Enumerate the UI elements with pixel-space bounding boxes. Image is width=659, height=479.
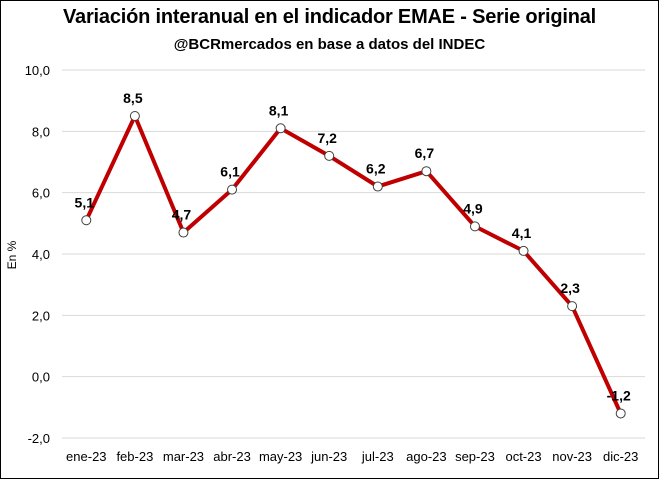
data-point (567, 301, 578, 312)
y-tick-label: 8,0 (32, 124, 50, 139)
data-point (421, 166, 432, 177)
data-label: 7,2 (317, 130, 337, 146)
data-point (81, 215, 92, 226)
chart-title: Variación interanual en el indicador EMA… (63, 6, 596, 28)
data-point (275, 123, 286, 134)
data-label: 6,2 (366, 161, 386, 177)
series-points (81, 111, 626, 419)
x-tick-label: may-23 (259, 449, 302, 464)
x-tick-label: mar-23 (163, 449, 204, 464)
x-tick-label: sep-23 (455, 449, 495, 464)
data-point (518, 245, 529, 256)
data-point (227, 184, 238, 195)
chart-subtitle: @BCRmercados en base a datos del INDEC (173, 36, 486, 53)
x-tick-label: abr-23 (213, 449, 251, 464)
data-point (469, 221, 480, 232)
gridlines (62, 69, 645, 439)
data-labels: 5,1 8,5 4,7 6,1 8,1 7,2 6,2 6,7 4,9 4,1 2,3 -1,2 (75, 90, 631, 403)
data-point (129, 111, 140, 121)
x-tick-label: oct-23 (505, 449, 541, 464)
y-tick-label: 2,0 (32, 308, 50, 323)
series-polyline (84, 114, 623, 415)
data-point (372, 181, 383, 192)
y-tick-label: 6,0 (32, 186, 50, 201)
x-tick-label: dic-23 (603, 449, 638, 464)
data-point (324, 150, 335, 161)
series-line (84, 114, 623, 415)
x-tick-label: nov-23 (552, 449, 592, 464)
x-axis-ticks: ene-23 feb-23 mar-23 abr-23 may-23 jun-23 jul-… (66, 449, 638, 464)
data-label: 6,7 (415, 145, 435, 161)
data-point (615, 408, 626, 419)
x-tick-label: feb-23 (116, 449, 153, 464)
data-label: 8,1 (269, 102, 289, 118)
x-tick-label: ene-23 (66, 449, 106, 464)
y-axis-ticks: -2,0 0,0 2,0 4,0 6,0 8,0 10,0 (25, 63, 50, 446)
x-tick-label: ago-23 (406, 449, 446, 464)
y-tick-label: 0,0 (32, 370, 50, 385)
data-label: 4,9 (463, 200, 483, 216)
data-point (178, 227, 189, 238)
data-label: 5,1 (75, 194, 95, 210)
data-label: 8,5 (123, 90, 143, 106)
x-tick-label: jul-23 (361, 449, 394, 464)
data-label: 6,1 (220, 164, 240, 180)
data-label: 4,7 (172, 207, 192, 223)
data-label: 4,1 (512, 225, 532, 241)
y-tick-label: 4,0 (32, 247, 50, 262)
data-label: 2,3 (560, 280, 580, 296)
y-tick-label: 10,0 (25, 63, 50, 78)
data-label: -1,2 (607, 387, 631, 403)
x-tick-label: jun-23 (310, 449, 347, 464)
y-tick-label: -2,0 (28, 431, 50, 446)
